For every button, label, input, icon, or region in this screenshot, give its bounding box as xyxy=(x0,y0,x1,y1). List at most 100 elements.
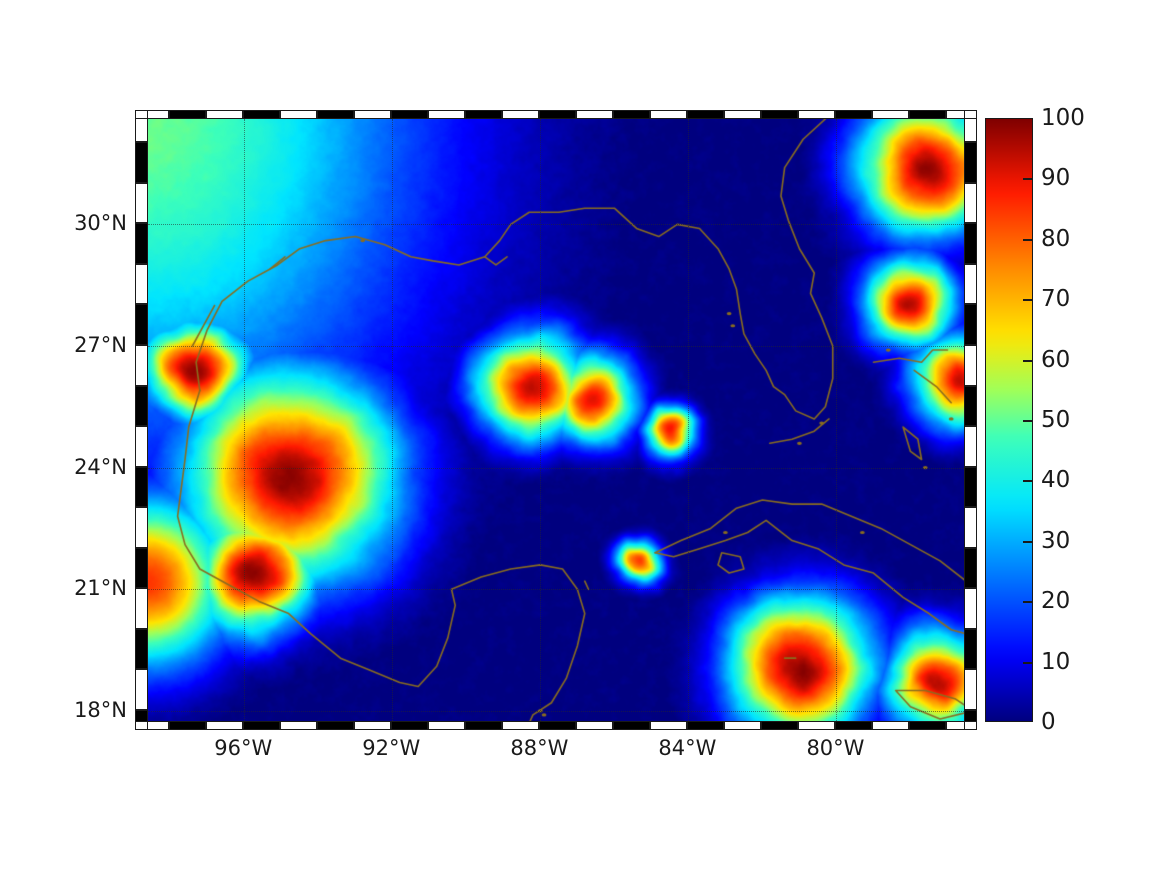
frame-checker-right xyxy=(964,628,977,670)
frame-checker-right xyxy=(964,263,977,305)
frame-checker-left xyxy=(135,507,148,548)
colorbar-tick-label: 10 xyxy=(1041,648,1071,675)
frame-checker-top xyxy=(317,110,355,119)
frame-checker-bottom xyxy=(872,721,910,730)
frame-checker-bottom xyxy=(724,721,762,730)
frame-checker-top xyxy=(798,110,836,119)
frame-checker-left xyxy=(135,182,148,224)
x-tick-label: 88°W xyxy=(510,736,569,760)
frame-checker-left xyxy=(135,263,148,305)
frame-checker-right xyxy=(964,507,977,548)
frame-checker-bottom xyxy=(909,721,947,730)
frame-checker-top xyxy=(206,110,244,119)
frame-checker-left xyxy=(135,669,148,710)
frame-checker-right xyxy=(964,304,977,345)
frame-checker-top xyxy=(576,110,614,119)
y-tick-label: 24°N xyxy=(74,454,127,479)
field-heatmap xyxy=(148,119,964,721)
frame-checker-left xyxy=(135,466,148,508)
frame-checker-left xyxy=(135,345,148,386)
frame-checker-bottom xyxy=(147,721,170,730)
map-panel: 96°W 92°W 88°W 84°W 80°W xyxy=(135,110,977,760)
frame-checker-top xyxy=(280,110,318,119)
colorbar-tick-label: 40 xyxy=(1041,467,1071,494)
frame-checker-top xyxy=(354,110,392,119)
frame-checker-right xyxy=(964,385,977,427)
frame-checker-left xyxy=(135,385,148,427)
colorbar-tick-label: 80 xyxy=(1041,225,1071,252)
frame-checker-bottom xyxy=(835,721,873,730)
x-tick-label: 84°W xyxy=(658,736,717,760)
colorbar-tick xyxy=(1023,420,1033,422)
colorbar-tick xyxy=(1023,178,1033,181)
frame-checker-bottom xyxy=(946,721,965,730)
frame-checker-left xyxy=(135,628,148,670)
frame-checker-bottom xyxy=(428,721,466,730)
x-tick-label: 80°W xyxy=(806,736,865,760)
frame-checker-right xyxy=(964,547,977,589)
frame-checker-top xyxy=(391,110,429,119)
frame-checker-right xyxy=(964,466,977,508)
frame-checker-right xyxy=(964,118,977,143)
frame-checker-left xyxy=(135,426,148,467)
frame-checker-top xyxy=(946,110,965,119)
frame-checker-bottom xyxy=(576,721,614,730)
frame-checker-bottom xyxy=(650,721,688,730)
frame-checker-top xyxy=(835,110,873,119)
colorbar-tick xyxy=(1023,540,1033,543)
colorbar-tick xyxy=(1023,601,1033,604)
y-axis-tick-labels: 30°N 27°N 24°N 21°N 18°N xyxy=(0,0,127,875)
frame-checker-bottom xyxy=(502,721,540,730)
frame-checker-right xyxy=(964,426,977,467)
frame-checker-top xyxy=(169,110,207,119)
frame-checker-bottom xyxy=(539,721,577,730)
frame-checker-left xyxy=(135,709,148,722)
frame-checker-bottom xyxy=(317,721,355,730)
colorbar-tick-label: 60 xyxy=(1041,346,1071,373)
frame-checker-top xyxy=(428,110,466,119)
frame-checker-right xyxy=(964,182,977,224)
frame-checker-bottom xyxy=(798,721,836,730)
frame-checker-bottom xyxy=(206,721,244,730)
colorbar-tick xyxy=(1023,480,1033,483)
colorbar-group: 0 10 20 30 40 50 60 70 80 90 100 xyxy=(985,105,1165,735)
frame-checker-top xyxy=(909,110,947,119)
y-tick-label: 21°N xyxy=(74,576,127,601)
colorbar-tick-label: 0 xyxy=(1041,709,1056,735)
frame-checker-top xyxy=(465,110,503,119)
x-tick-label: 96°W xyxy=(214,736,273,760)
frame-checker-top xyxy=(243,110,281,119)
frame-checker-bottom xyxy=(391,721,429,730)
frame-checker-bottom xyxy=(280,721,318,730)
frame-checker-top xyxy=(147,110,170,119)
colorbar-tick-label: 70 xyxy=(1041,286,1071,313)
frame-checker-right xyxy=(964,223,977,264)
map-axes[interactable] xyxy=(147,118,965,722)
frame-checker-top xyxy=(872,110,910,119)
colorbar-tick-label: 50 xyxy=(1041,407,1071,433)
frame-checker-left xyxy=(135,118,148,143)
frame-checker-top xyxy=(539,110,577,119)
frame-checker-bottom xyxy=(465,721,503,730)
frame-checker-right xyxy=(964,709,977,722)
frame-checker-top xyxy=(650,110,688,119)
frame-checker-top xyxy=(687,110,725,119)
frame-checker-left xyxy=(135,588,148,629)
frame-checker-left xyxy=(135,304,148,345)
frame-checker-left xyxy=(135,223,148,264)
colorbar-tick xyxy=(1023,661,1033,664)
frame-checker-right xyxy=(964,142,977,183)
y-tick-label: 27°N xyxy=(74,333,127,357)
y-tick-label: 30°N xyxy=(74,211,127,236)
frame-checker-top xyxy=(613,110,651,119)
colorbar-tick-label: 30 xyxy=(1041,527,1071,554)
frame-checker-bottom xyxy=(169,721,207,730)
colorbar-tick xyxy=(1023,359,1033,362)
frame-checker-right xyxy=(964,345,977,386)
frame-checker-right xyxy=(964,588,977,629)
frame-checker-bottom xyxy=(243,721,281,730)
frame-checker-left xyxy=(135,547,148,589)
frame-checker-left xyxy=(135,142,148,183)
colorbar-tick xyxy=(1023,238,1033,241)
